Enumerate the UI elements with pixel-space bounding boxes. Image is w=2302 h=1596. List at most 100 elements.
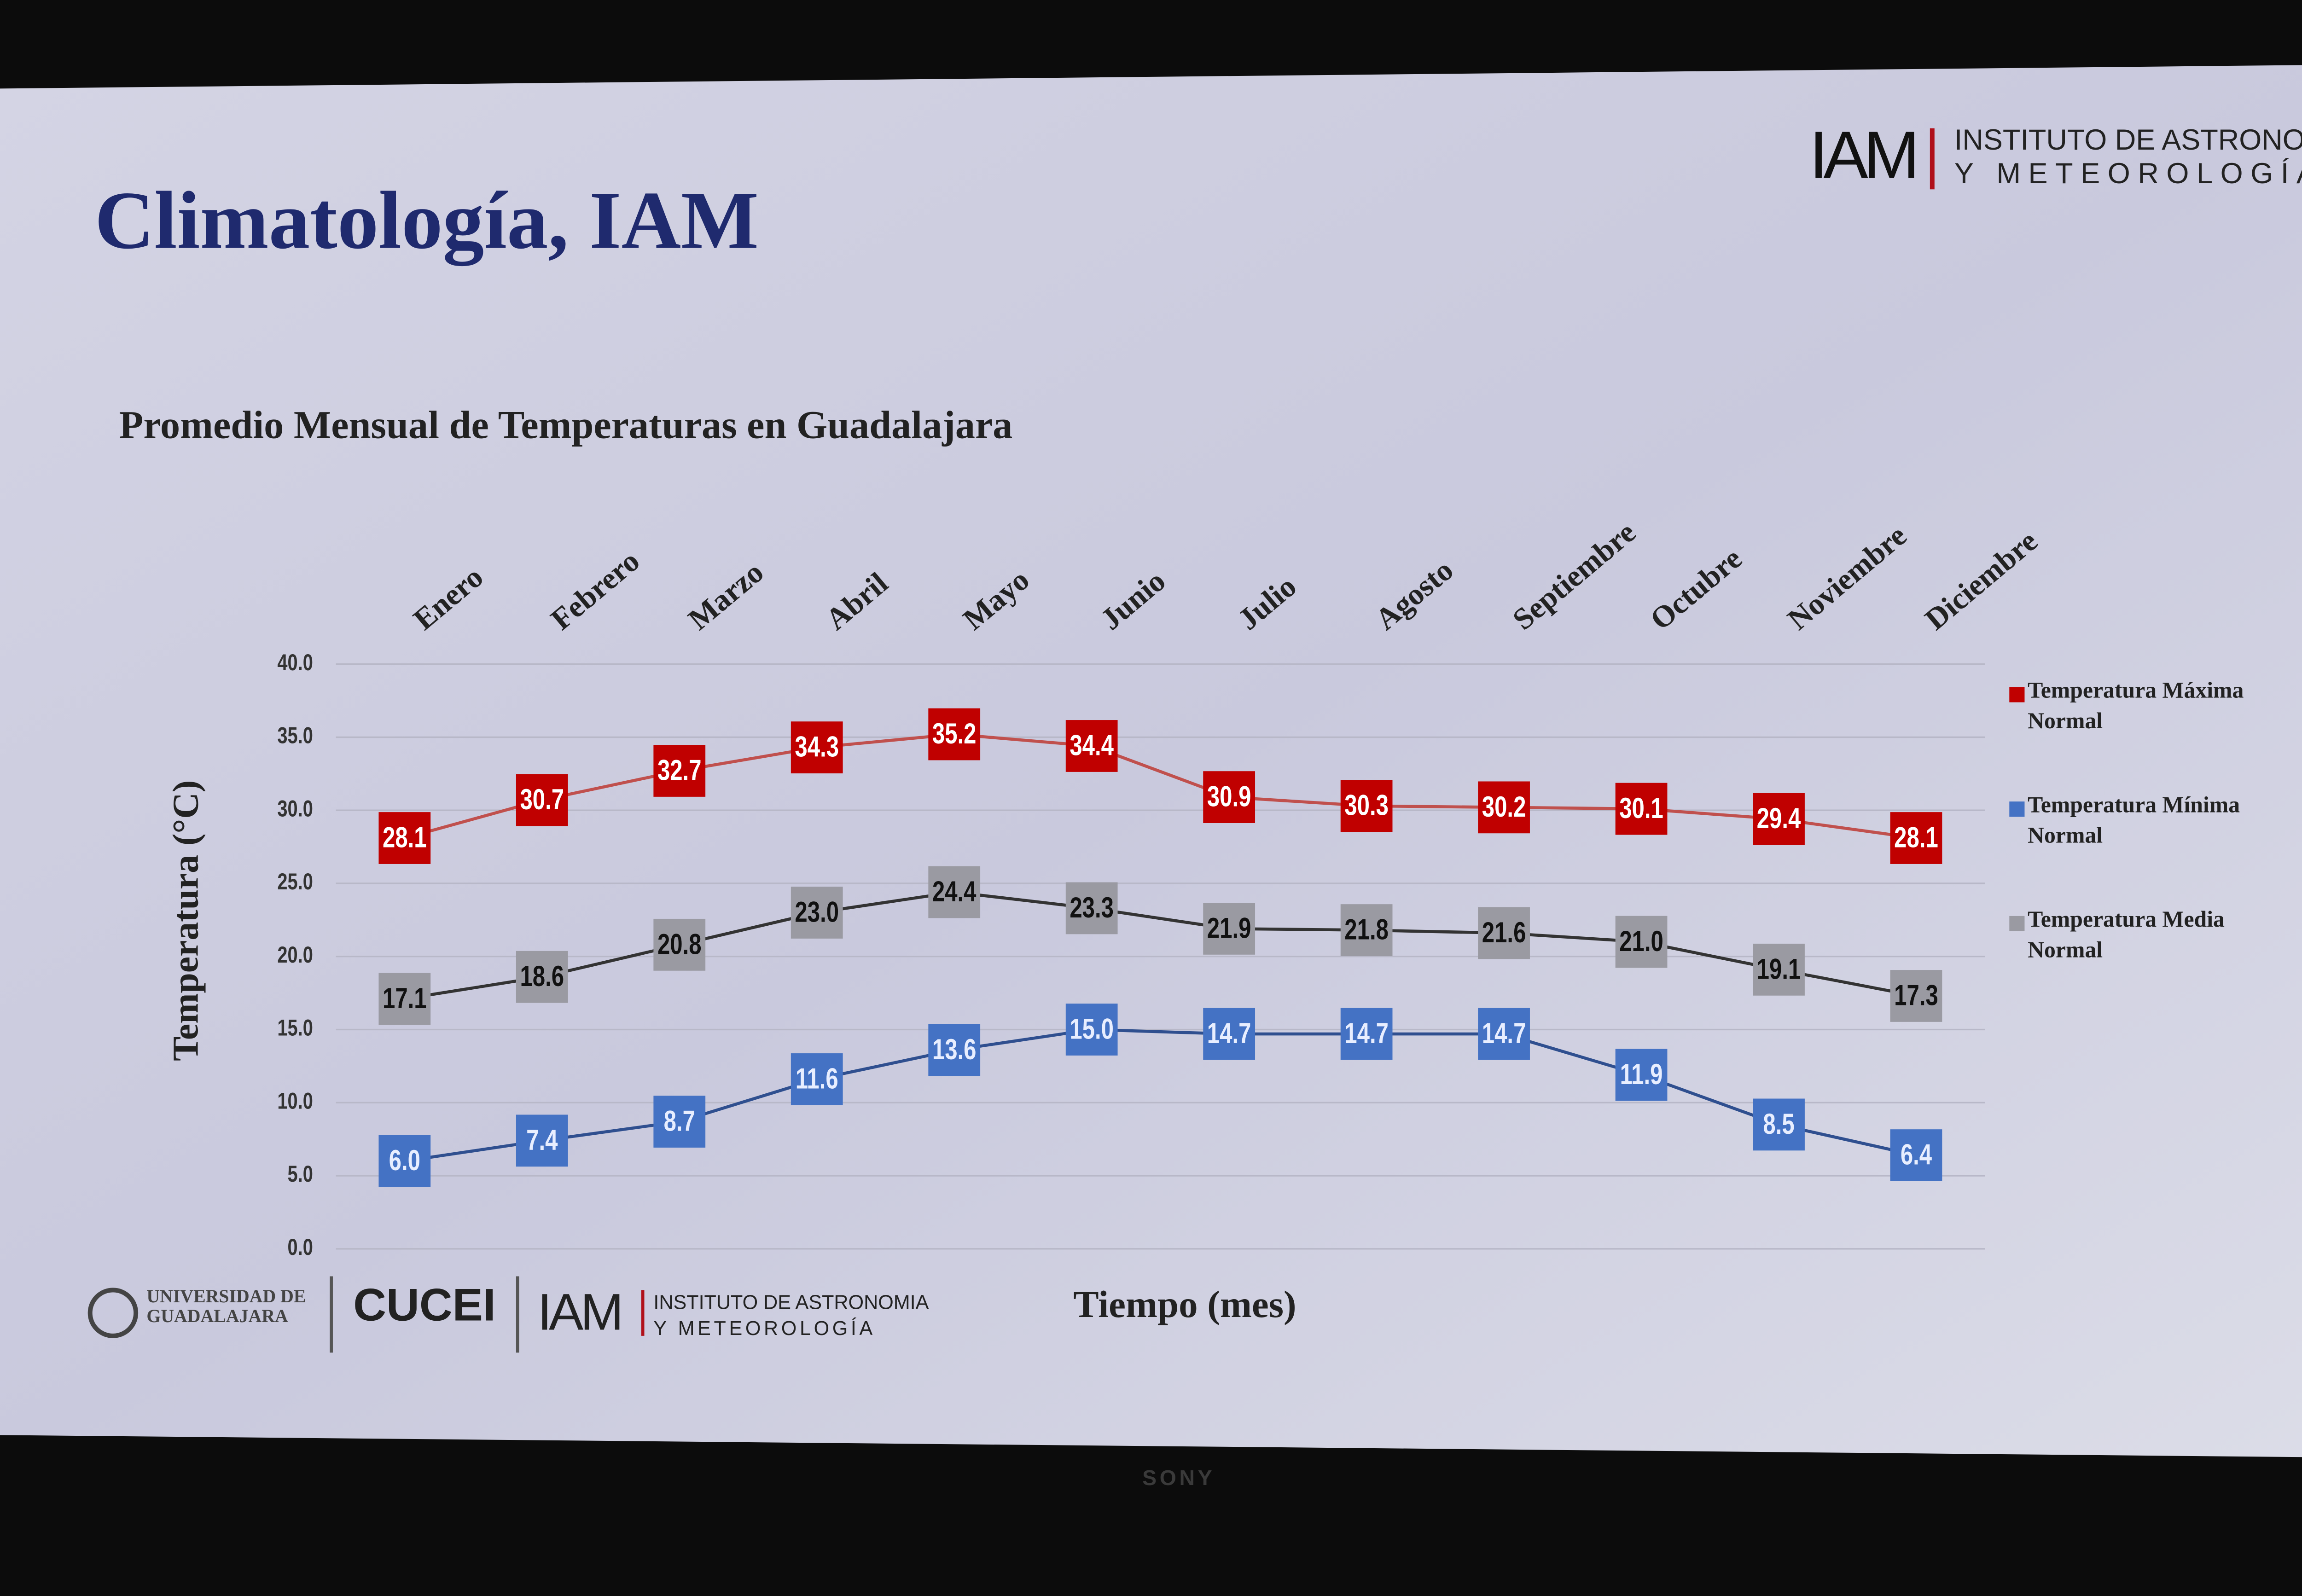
data-marker [516, 1114, 568, 1167]
y-tick-label: 35.0 [277, 722, 313, 748]
data-marker [791, 887, 843, 939]
data-marker [378, 1135, 431, 1187]
data-marker [516, 951, 568, 1003]
data-label: 30.9 [1207, 780, 1251, 813]
data-label: 21.9 [1207, 911, 1251, 944]
footer-mark: IAM [537, 1283, 621, 1341]
data-marker [378, 812, 431, 864]
data-label: 30.3 [1344, 789, 1389, 821]
data-label: 32.7 [657, 754, 702, 786]
footer-divider [330, 1276, 333, 1353]
series: 6.0 7.4 8.7 11.6 13.6 15.0 14.7 14.7 14.7 11.9 8.5… [378, 1004, 1942, 1187]
legend-entry: Temperatura Media Normal [2028, 908, 2225, 963]
data-marker [1478, 907, 1530, 959]
footer-divider [516, 1276, 519, 1353]
data-marker [653, 745, 706, 797]
data-marker [378, 973, 431, 1025]
y-tick-label: 30.0 [277, 795, 313, 821]
data-marker [1615, 783, 1668, 835]
data-marker [928, 866, 981, 918]
data-label: 21.8 [1344, 913, 1389, 946]
chart-title: Promedio Mensual de Temperaturas en Guad… [119, 403, 1013, 447]
data-label: 30.7 [520, 783, 564, 815]
data-marker [1615, 916, 1668, 968]
data-marker [653, 1096, 706, 1148]
data-marker [1478, 1008, 1530, 1060]
y-tick-label: 10.0 [277, 1088, 313, 1114]
legend-label: Temperatura Media Normal [2028, 908, 2225, 963]
logo-divider [1930, 128, 1935, 190]
data-label: 20.8 [657, 928, 702, 960]
footer-logos: UNIVERSIDAD DE GUADALAJARA CUCEI IAM INS… [87, 1276, 929, 1353]
data-label: 14.7 [1207, 1017, 1251, 1049]
y-tick-label: 25.0 [277, 869, 313, 894]
data-label: 15.0 [1070, 1013, 1114, 1045]
data-label: 29.4 [1757, 802, 1801, 834]
data-label: 34.3 [795, 731, 839, 763]
data-marker [1478, 781, 1530, 834]
series: 17.1 18.6 20.8 23.0 24.4 23.3 21.9 21.8 21.6 21.0… [378, 866, 1942, 1025]
data-marker [653, 918, 706, 971]
data-label: 35.2 [932, 717, 977, 749]
series: 28.1 30.7 32.7 34.3 35.2 34.4 30.9 30.3 30.2 30.1… [378, 708, 1942, 864]
y-tick-label: 40.0 [277, 650, 313, 675]
footer-line2: Y METEOROLOGÍA [653, 1317, 876, 1340]
data-label: 11.9 [1620, 1058, 1663, 1090]
y-tick-label: 20.0 [277, 942, 313, 968]
x-axis-label: Tiempo (mes) [1073, 1283, 1296, 1325]
legend-label: Temperatura Máxima Normal [2028, 679, 2244, 734]
logo-mark: IAM [1809, 117, 1915, 192]
legend-swatch [2009, 687, 2025, 702]
data-marker [1890, 1129, 1942, 1181]
data-label: 13.6 [932, 1033, 977, 1065]
data-label: 21.6 [1482, 916, 1526, 948]
data-marker [1753, 943, 1805, 996]
data-label: 14.7 [1482, 1017, 1526, 1049]
data-marker [1340, 780, 1393, 832]
data-marker [791, 1053, 843, 1105]
data-label: 6.4 [1901, 1138, 1932, 1171]
data-label: 6.0 [389, 1144, 420, 1176]
data-label: 7.4 [526, 1124, 558, 1156]
data-marker [1065, 1004, 1118, 1056]
data-label: 8.5 [1763, 1108, 1794, 1140]
university-name: UNIVERSIDAD DE GUADALAJARA [146, 1287, 306, 1327]
data-marker [1340, 904, 1393, 956]
data-label: 28.1 [383, 821, 427, 853]
data-marker [928, 1024, 981, 1076]
data-marker [1203, 771, 1256, 823]
data-marker [1203, 903, 1256, 955]
legend-label: Temperatura Mínima Normal [2028, 794, 2240, 848]
data-label: 17.3 [1894, 979, 1938, 1011]
data-marker [791, 721, 843, 774]
data-label: 34.4 [1070, 729, 1114, 761]
cucei-logo: CUCEI [353, 1279, 495, 1330]
data-label: 30.1 [1619, 792, 1663, 824]
data-marker [516, 774, 568, 826]
screen [0, 65, 2302, 1457]
university-seal [87, 1288, 139, 1338]
data-marker [1890, 812, 1942, 864]
legend-entry: Temperatura Máxima Normal [2028, 679, 2244, 734]
y-axis-label: Temperatura (°C) [165, 780, 206, 1061]
data-label: 23.0 [795, 896, 839, 928]
data-label: 8.7 [664, 1105, 695, 1137]
data-label: 24.4 [932, 875, 977, 907]
data-label: 19.1 [1757, 952, 1801, 985]
data-label: 18.6 [520, 960, 564, 992]
university-box: UNIVERSIDAD DE GUADALAJARA [146, 1287, 306, 1327]
brand: SONY [1142, 1466, 1215, 1490]
data-marker [1065, 720, 1118, 772]
data-marker [1340, 1008, 1393, 1060]
y-tick-label: 15.0 [277, 1015, 313, 1040]
legend-swatch [2009, 801, 2025, 817]
data-label: 14.7 [1344, 1017, 1389, 1049]
legend-entry: Temperatura Mínima Normal [2028, 794, 2240, 848]
slide-title: Climatología, IAM [95, 174, 759, 267]
data-label: 30.2 [1482, 790, 1526, 823]
y-tick-label: 0.0 [288, 1234, 313, 1260]
data-marker [1890, 970, 1942, 1022]
data-marker [1753, 1098, 1805, 1151]
